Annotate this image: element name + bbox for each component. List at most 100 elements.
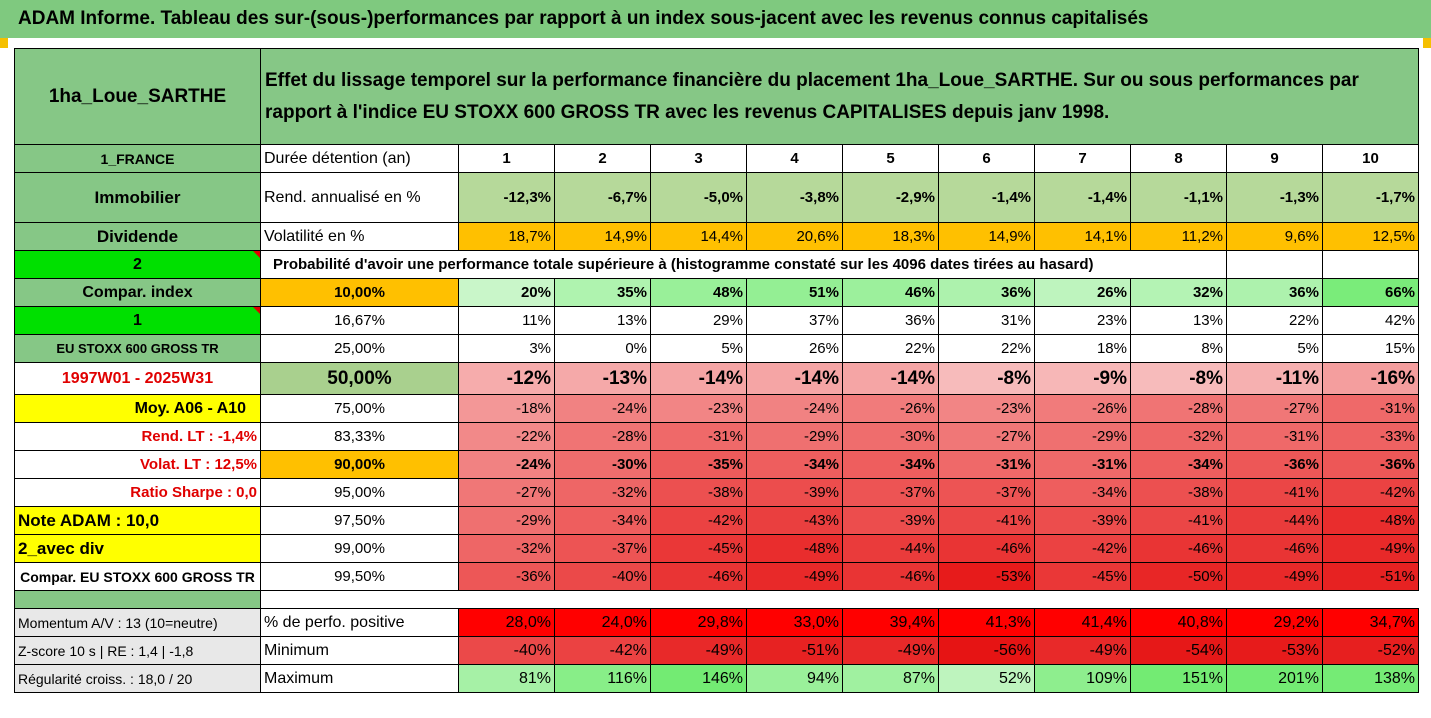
proba-value-cell: -36% [458, 562, 555, 591]
number-two-label: 2 [14, 250, 261, 279]
proba-value-cell: -31% [1226, 422, 1323, 451]
proba-value-cell: -36% [1321, 450, 1420, 479]
proba-value-cell: -8% [1130, 362, 1227, 395]
bottom-value-cell: -56% [938, 636, 1035, 665]
proba-value-cell: -37% [554, 534, 651, 563]
proba-value-cell: -22% [458, 422, 555, 451]
proba-value-cell: -13% [554, 362, 651, 395]
proba-value-cell: -29% [746, 422, 843, 451]
left-label: EU STOXX 600 GROSS TR [14, 334, 261, 363]
proba-value-cell: 36% [938, 278, 1035, 307]
proba-value-cell: -46% [1226, 534, 1323, 563]
proba-value-cell: -40% [554, 562, 651, 591]
proba-value-cell: -26% [842, 394, 939, 423]
proba-value-cell: -27% [458, 478, 555, 507]
year-header: 6 [938, 144, 1035, 173]
bottom-value-cell: -53% [1226, 636, 1323, 665]
vol-cell: 11,2% [1130, 222, 1227, 251]
bottom-row-label: Minimum [260, 636, 459, 665]
proba-value-cell: 26% [1034, 278, 1131, 307]
proba-value-cell: -46% [842, 562, 939, 591]
proba-value-cell: -41% [1130, 506, 1227, 535]
bottom-value-cell: -52% [1321, 636, 1420, 665]
bottom-value-cell: -51% [746, 636, 843, 665]
rend-cell: -5,0% [650, 172, 747, 223]
vol-cell: 14,9% [554, 222, 651, 251]
bottom-value-cell: -54% [1130, 636, 1227, 665]
vol-cell: 9,6% [1226, 222, 1323, 251]
proba-value-cell: -11% [1226, 362, 1323, 395]
left-label: 1997W01 - 2025W31 [14, 362, 261, 395]
proba-value-cell: 5% [1226, 334, 1323, 363]
proba-value-cell: -42% [650, 506, 747, 535]
proba-value-cell: 31% [938, 306, 1035, 335]
proba-value-cell: 3% [458, 334, 555, 363]
bottom-value-cell: 151% [1130, 664, 1227, 693]
proba-value-cell: -31% [938, 450, 1035, 479]
proba-value-cell: 5% [650, 334, 747, 363]
proba-value-cell: -14% [842, 362, 939, 395]
proba-value-cell: 66% [1321, 278, 1420, 307]
rend-cell: -1,3% [1226, 172, 1323, 223]
bottom-left-label: Régularité croiss. : 18,0 / 20 [14, 664, 261, 693]
proba-value-cell: -53% [938, 562, 1035, 591]
proba-value-cell: 42% [1321, 306, 1420, 335]
vol-cell: 14,1% [1034, 222, 1131, 251]
category-label: Immobilier [14, 172, 261, 223]
vol-cell: 12,5% [1321, 222, 1420, 251]
proba-value-cell: -39% [842, 506, 939, 535]
year-header: 2 [554, 144, 651, 173]
proba-value-cell: -33% [1321, 422, 1420, 451]
proba-value-cell: 23% [1034, 306, 1131, 335]
proba-value-cell: -28% [1130, 394, 1227, 423]
bottom-value-cell: -49% [1034, 636, 1131, 665]
empty-cell [1321, 250, 1420, 279]
proba-value-cell: -30% [842, 422, 939, 451]
bottom-value-cell: 94% [746, 664, 843, 693]
proba-label: Probabilité d'avoir une performance tota… [260, 250, 1227, 279]
percentile-cell: 25,00% [260, 334, 459, 363]
left-label: 2_avec div [14, 534, 261, 563]
left-label: Moy. A06 - A10 [14, 394, 261, 423]
proba-value-cell: 22% [1226, 306, 1323, 335]
left-label: Rend. LT : -1,4% [14, 422, 261, 451]
vol-cell: 14,4% [650, 222, 747, 251]
percentile-cell: 50,00% [260, 362, 459, 395]
proba-value-cell: 8% [1130, 334, 1227, 363]
percentile-cell: 16,67% [260, 306, 459, 335]
bottom-left-label: Z-score 10 s | RE : 1,4 | -1,8 [14, 636, 261, 665]
left-label: Compar. EU STOXX 600 GROSS TR [14, 562, 261, 591]
proba-value-cell: -32% [1130, 422, 1227, 451]
corner-marker [0, 38, 10, 48]
proba-value-cell: -45% [650, 534, 747, 563]
proba-value-cell: -38% [1130, 478, 1227, 507]
left-label: 1 [14, 306, 261, 335]
proba-value-cell: -49% [1321, 534, 1420, 563]
year-header: 3 [650, 144, 747, 173]
proba-value-cell: 37% [746, 306, 843, 335]
proba-value-cell: -41% [938, 506, 1035, 535]
percentile-cell: 99,50% [260, 562, 459, 591]
vol-cell: 18,3% [842, 222, 939, 251]
proba-value-cell: -36% [1226, 450, 1323, 479]
proba-value-cell: 15% [1321, 334, 1420, 363]
proba-value-cell: -51% [1321, 562, 1420, 591]
rend-cell: -1,4% [1034, 172, 1131, 223]
bottom-value-cell: 81% [458, 664, 555, 693]
proba-value-cell: 51% [746, 278, 843, 307]
proba-value-cell: 0% [554, 334, 651, 363]
proba-value-cell: -49% [1226, 562, 1323, 591]
proba-value-cell: -46% [650, 562, 747, 591]
dividend-label: Dividende [14, 222, 261, 251]
percentile-cell: 10,00% [260, 278, 459, 307]
left-label: Ratio Sharpe : 0,0 [14, 478, 261, 507]
bottom-value-cell: -42% [554, 636, 651, 665]
country-label: 1_FRANCE [14, 144, 261, 173]
bottom-value-cell: 29,2% [1226, 608, 1323, 637]
proba-value-cell: -27% [1226, 394, 1323, 423]
proba-value-cell: -24% [746, 394, 843, 423]
year-header: 5 [842, 144, 939, 173]
proba-value-cell: 36% [1226, 278, 1323, 307]
year-header: 8 [1130, 144, 1227, 173]
rend-cell: -1,4% [938, 172, 1035, 223]
